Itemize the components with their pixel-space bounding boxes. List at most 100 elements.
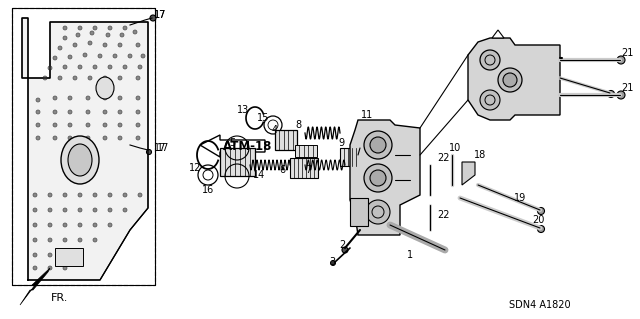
Circle shape bbox=[103, 110, 107, 114]
Text: 21: 21 bbox=[621, 48, 633, 58]
Circle shape bbox=[103, 136, 107, 140]
Polygon shape bbox=[200, 135, 265, 157]
Circle shape bbox=[88, 76, 92, 80]
Text: 14: 14 bbox=[253, 170, 265, 180]
Bar bbox=[350, 198, 368, 226]
Text: 17: 17 bbox=[157, 143, 169, 153]
Circle shape bbox=[36, 136, 40, 140]
Circle shape bbox=[78, 238, 82, 242]
Circle shape bbox=[63, 65, 67, 69]
Circle shape bbox=[147, 150, 152, 154]
Circle shape bbox=[136, 76, 140, 80]
Circle shape bbox=[33, 253, 37, 257]
Text: 19: 19 bbox=[514, 193, 526, 203]
Text: 1: 1 bbox=[407, 250, 413, 260]
Circle shape bbox=[48, 193, 52, 197]
Circle shape bbox=[53, 123, 57, 127]
Circle shape bbox=[118, 76, 122, 80]
Circle shape bbox=[103, 96, 107, 100]
Polygon shape bbox=[462, 162, 475, 185]
Circle shape bbox=[93, 223, 97, 227]
Circle shape bbox=[108, 193, 112, 197]
Circle shape bbox=[83, 53, 87, 57]
Text: 12: 12 bbox=[189, 163, 201, 173]
Polygon shape bbox=[492, 30, 504, 38]
Text: 3: 3 bbox=[329, 257, 335, 267]
Circle shape bbox=[48, 208, 52, 212]
Circle shape bbox=[63, 193, 67, 197]
Circle shape bbox=[43, 76, 47, 80]
Circle shape bbox=[128, 54, 132, 58]
Circle shape bbox=[68, 123, 72, 127]
Circle shape bbox=[53, 136, 57, 140]
Circle shape bbox=[33, 266, 37, 270]
Text: 11: 11 bbox=[361, 110, 373, 120]
Circle shape bbox=[93, 26, 97, 30]
Text: 7: 7 bbox=[305, 165, 311, 175]
Circle shape bbox=[123, 193, 127, 197]
Circle shape bbox=[33, 193, 37, 197]
Circle shape bbox=[370, 137, 386, 153]
Ellipse shape bbox=[96, 77, 114, 99]
Circle shape bbox=[136, 110, 140, 114]
Circle shape bbox=[78, 65, 82, 69]
Circle shape bbox=[118, 43, 122, 47]
Bar bbox=[295, 145, 317, 157]
Circle shape bbox=[136, 136, 140, 140]
Circle shape bbox=[33, 208, 37, 212]
Circle shape bbox=[58, 76, 62, 80]
Circle shape bbox=[68, 96, 72, 100]
Circle shape bbox=[93, 208, 97, 212]
Bar bbox=[220, 148, 255, 176]
Circle shape bbox=[617, 91, 625, 99]
Bar bbox=[275, 130, 297, 150]
Bar bbox=[12, 8, 155, 285]
Ellipse shape bbox=[61, 136, 99, 184]
Circle shape bbox=[538, 207, 545, 214]
Circle shape bbox=[48, 253, 52, 257]
Circle shape bbox=[118, 110, 122, 114]
Circle shape bbox=[118, 123, 122, 127]
Circle shape bbox=[78, 253, 82, 257]
Text: 17: 17 bbox=[154, 10, 166, 20]
Circle shape bbox=[48, 223, 52, 227]
Circle shape bbox=[53, 110, 57, 114]
Circle shape bbox=[33, 238, 37, 242]
Circle shape bbox=[366, 200, 390, 224]
Circle shape bbox=[93, 65, 97, 69]
Circle shape bbox=[36, 123, 40, 127]
Circle shape bbox=[118, 96, 122, 100]
Text: 21: 21 bbox=[621, 83, 633, 93]
Circle shape bbox=[133, 30, 137, 34]
Circle shape bbox=[86, 123, 90, 127]
Circle shape bbox=[48, 266, 52, 270]
Bar bbox=[290, 158, 318, 178]
Circle shape bbox=[86, 136, 90, 140]
Circle shape bbox=[607, 91, 614, 98]
Circle shape bbox=[63, 36, 67, 40]
Text: 13: 13 bbox=[237, 105, 249, 115]
Circle shape bbox=[108, 208, 112, 212]
Circle shape bbox=[138, 65, 142, 69]
Circle shape bbox=[78, 223, 82, 227]
Circle shape bbox=[93, 193, 97, 197]
Circle shape bbox=[86, 110, 90, 114]
Circle shape bbox=[53, 56, 57, 60]
Polygon shape bbox=[350, 120, 420, 235]
Circle shape bbox=[118, 136, 122, 140]
Text: 2: 2 bbox=[339, 240, 345, 250]
Text: 6: 6 bbox=[279, 165, 285, 175]
Circle shape bbox=[53, 96, 57, 100]
Circle shape bbox=[120, 33, 124, 37]
Polygon shape bbox=[468, 38, 560, 120]
Circle shape bbox=[68, 110, 72, 114]
Circle shape bbox=[36, 110, 40, 114]
Circle shape bbox=[63, 26, 67, 30]
Circle shape bbox=[73, 43, 77, 47]
Text: 10: 10 bbox=[449, 143, 461, 153]
Circle shape bbox=[342, 247, 348, 253]
Circle shape bbox=[503, 73, 517, 87]
Circle shape bbox=[88, 41, 92, 45]
Circle shape bbox=[617, 56, 625, 64]
Circle shape bbox=[330, 261, 335, 265]
